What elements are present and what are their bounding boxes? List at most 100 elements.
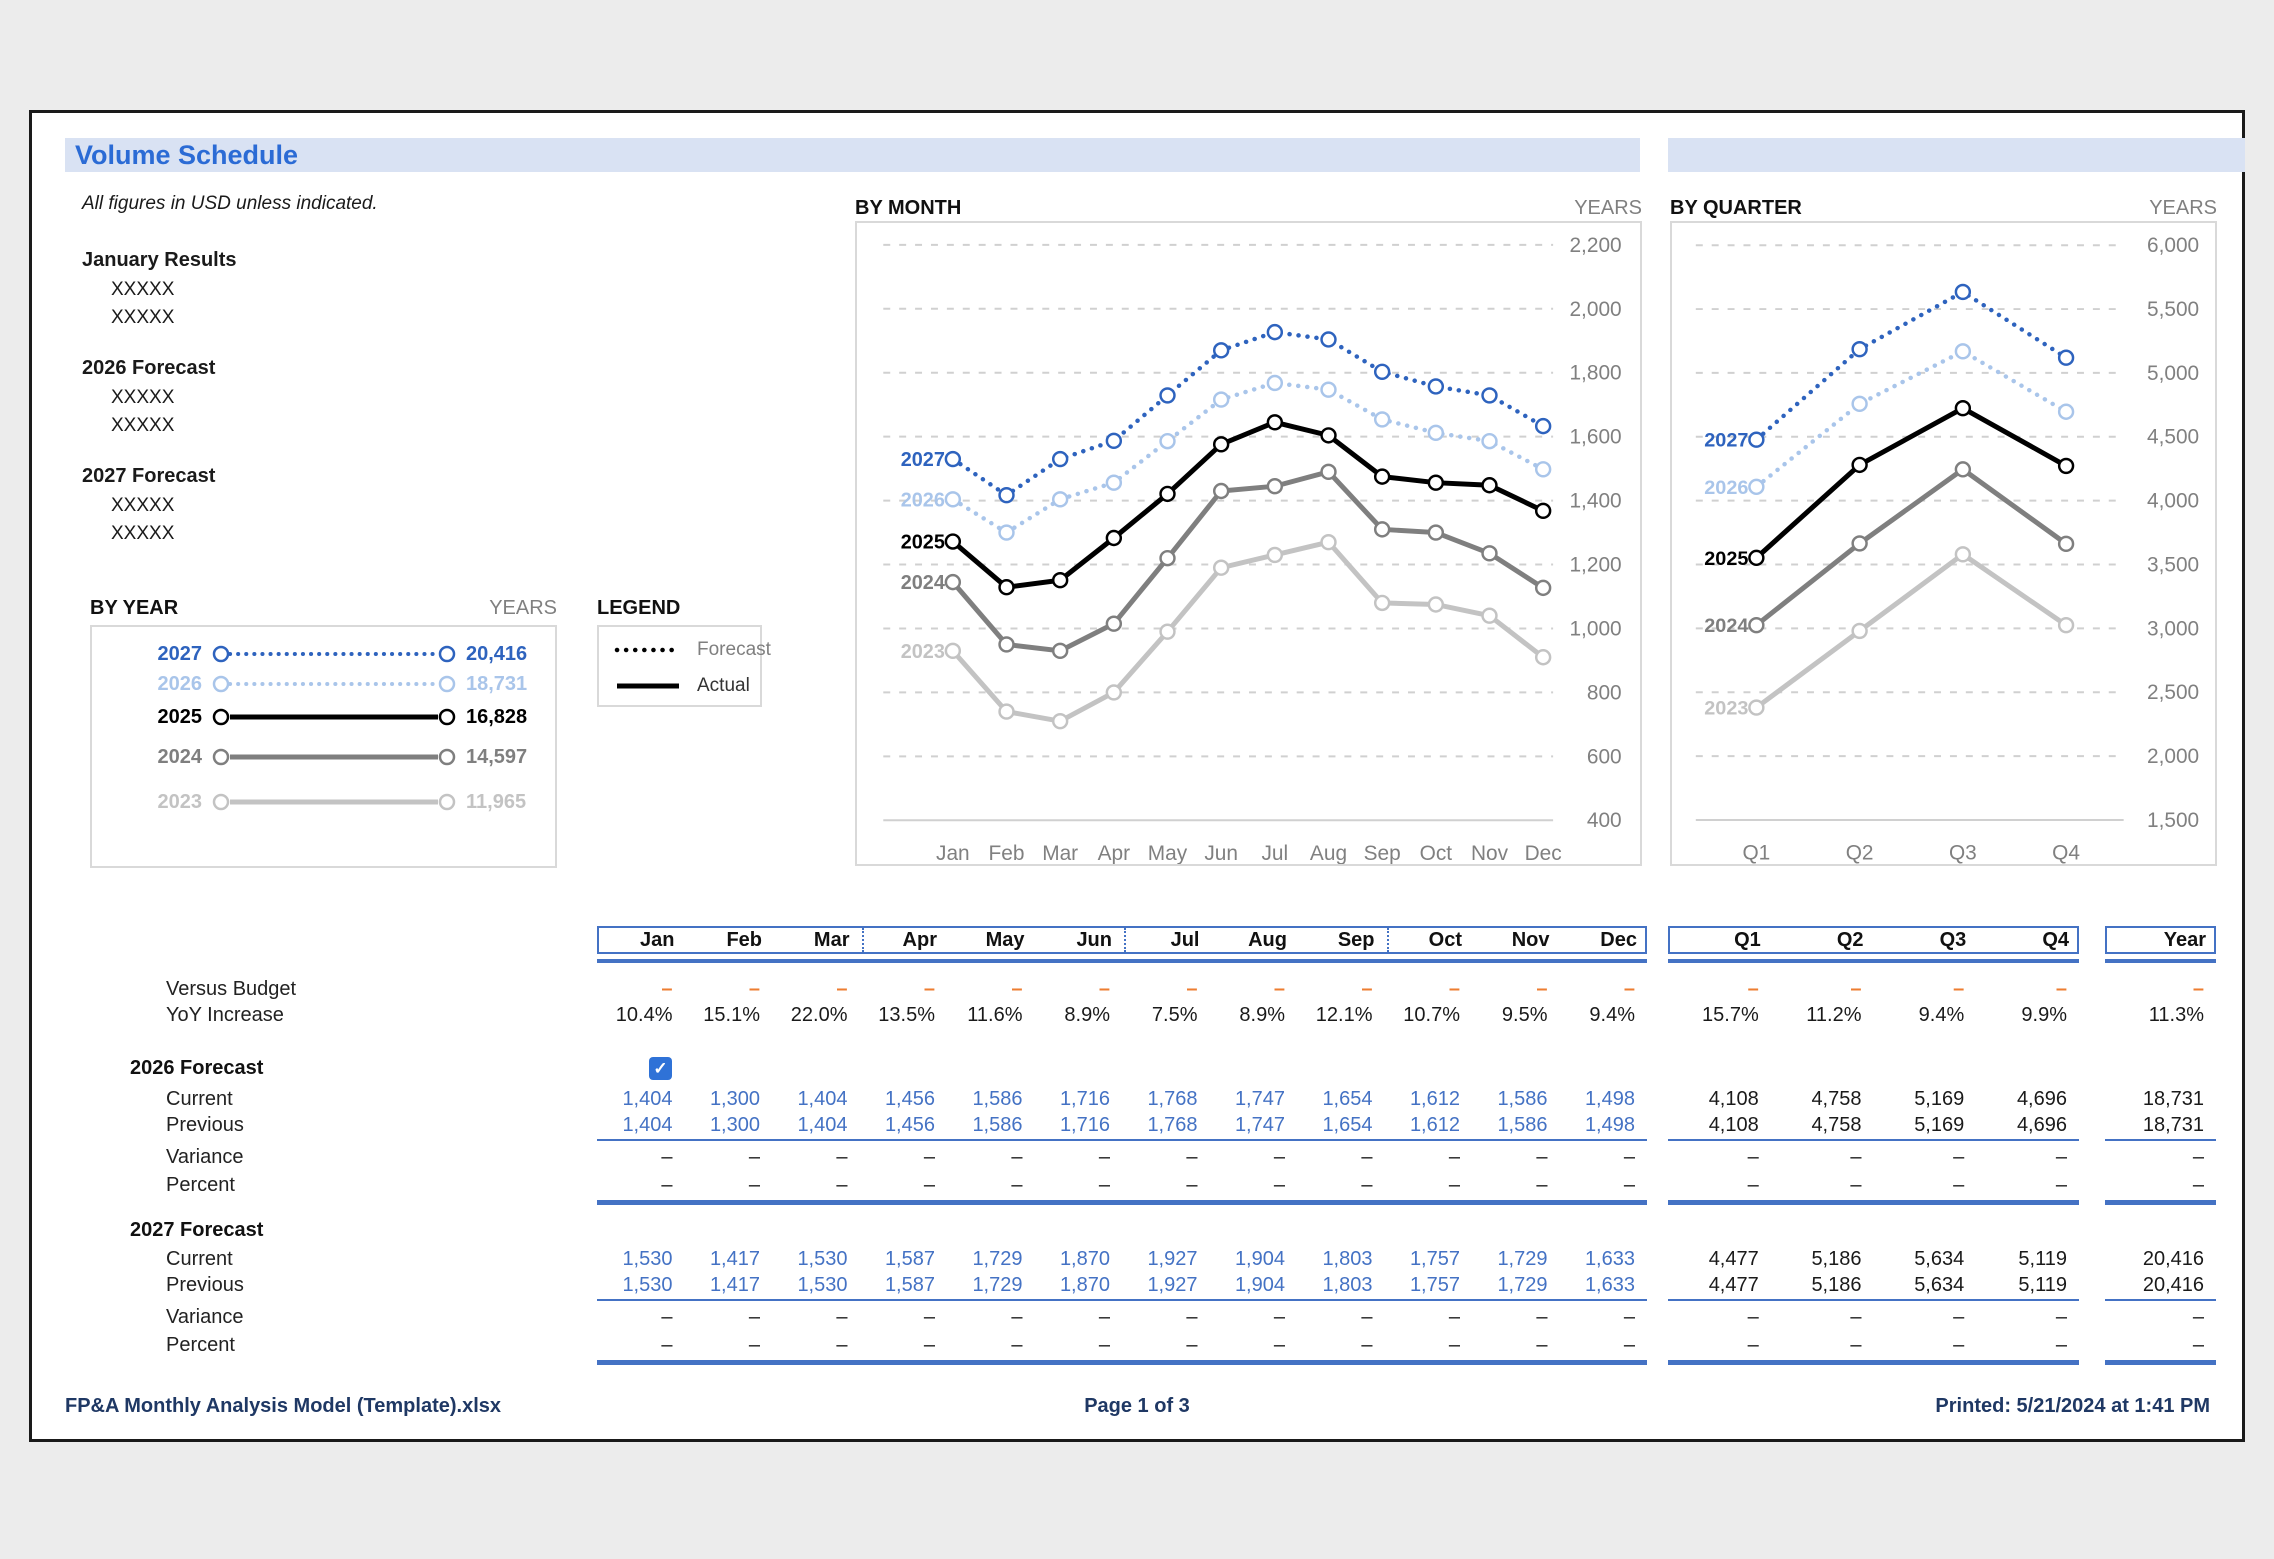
table-header-row: Jan Feb Mar Apr May Jun Jul Aug Sep Oct Nov Dec xyxy=(597,926,1647,954)
table-header-mar: Mar xyxy=(813,929,850,951)
by-year-total-value: 16,828 xyxy=(466,706,528,728)
svg-text:4,500: 4,500 xyxy=(2147,426,2199,449)
table-cell: – xyxy=(1098,978,1110,1000)
table-cell: – xyxy=(923,1174,935,1196)
table-header-year: Year xyxy=(2163,929,2206,951)
section-heading-2027-forecast: 2027 Forecast xyxy=(82,465,216,487)
table-cell: – xyxy=(1536,978,1548,1000)
table-cell: – xyxy=(1747,1146,1759,1168)
table-cell: – xyxy=(748,1334,760,1356)
by-year-line-icon xyxy=(212,675,456,693)
table-cell: – xyxy=(748,978,760,1000)
by-year-series-label: 2027 xyxy=(157,643,203,665)
table-cell: – xyxy=(661,978,673,1000)
placeholder-line: XXXXX xyxy=(111,307,175,328)
table-cell: 1,927 xyxy=(1147,1248,1198,1270)
by-year-line-icon xyxy=(212,748,456,766)
by-year-header: BY YEAR YEARS xyxy=(90,597,557,621)
by-month-chart: 400 600 800 1,000 1,200 1,400 1,600 1,800 2,000 2… xyxy=(855,221,1642,866)
by-quarter-header: BY QUARTER YEARS xyxy=(1670,197,2217,221)
section-heading-2026-forecast: 2026 Forecast xyxy=(82,357,216,379)
table-row-2026-forecast-previous: 4,108 4,758 5,169 4,696 xyxy=(1668,1112,2079,1138)
table-header-q4: Q4 xyxy=(2042,929,2069,951)
table-cell: 1,530 xyxy=(622,1248,673,1270)
table-cell: 1,417 xyxy=(709,1274,760,1296)
svg-text:Q4: Q4 xyxy=(2052,842,2080,864)
table-row-2027-forecast-current: 20,416 xyxy=(2105,1246,2216,1272)
by-year-line-2024 xyxy=(210,744,460,775)
legend-actual-label: Actual xyxy=(697,675,750,696)
svg-text:Q1: Q1 xyxy=(1742,842,1770,864)
row-label-yoy-increase: YoY Increase xyxy=(166,1004,284,1026)
svg-text:2025: 2025 xyxy=(1704,548,1748,570)
svg-text:2,500: 2,500 xyxy=(2147,681,2199,704)
table-cell: 1,633 xyxy=(1584,1248,1635,1270)
table-cell: 4,696 xyxy=(2016,1114,2067,1136)
table-cell: 1,904 xyxy=(1234,1274,1285,1296)
by-year-series-label: 2025 xyxy=(157,706,203,728)
table-cell: – xyxy=(1098,1306,1110,1328)
table-cell: – xyxy=(1273,1174,1285,1196)
svg-text:Jul: Jul xyxy=(1261,842,1288,864)
svg-text:Mar: Mar xyxy=(1042,842,1078,864)
table-cell: 20,416 xyxy=(2142,1274,2204,1296)
group-bottom-line xyxy=(597,1200,1647,1205)
table-cell: – xyxy=(1273,978,1285,1000)
table-cell: 11.3% xyxy=(2148,1004,2204,1026)
table-cell: 18,731 xyxy=(2142,1088,2204,1110)
by-year-total-value: 14,597 xyxy=(466,746,528,768)
table-cell: 22.0% xyxy=(790,1004,848,1026)
table-cell: – xyxy=(2192,1146,2204,1168)
table-cell: – xyxy=(1011,1146,1023,1168)
table-cell: – xyxy=(748,1306,760,1328)
table-cell: – xyxy=(1186,1146,1198,1168)
table-cell: 15.7% xyxy=(1702,1004,1759,1026)
svg-text:Sep: Sep xyxy=(1364,842,1401,864)
by-year-row-2027: 2027 20,416 xyxy=(92,641,555,667)
table-cell: – xyxy=(1186,1306,1198,1328)
svg-text:3,500: 3,500 xyxy=(2147,553,2199,576)
table-cell: 1,586 xyxy=(1497,1114,1548,1136)
table-year-column: Year – 11.3% 18,731 18,731 – – 20,416 20,416 – – xyxy=(2105,926,2216,1371)
group-bottom-line xyxy=(1668,1200,2079,1205)
table-row-2026-forecast-percent: – xyxy=(2105,1172,2216,1198)
table-cell: – xyxy=(2055,978,2067,1000)
table-cell: 5,119 xyxy=(2018,1248,2067,1270)
by-year-line-2027 xyxy=(210,641,460,672)
table-row-2026-forecast-previous: 18,731 xyxy=(2105,1112,2216,1138)
table-cell: 18,731 xyxy=(2142,1114,2204,1136)
table-cell: 1,612 xyxy=(1409,1088,1460,1110)
svg-text:2024: 2024 xyxy=(1704,615,1748,637)
table-cell: 1,417 xyxy=(709,1248,760,1270)
table-cell: – xyxy=(1098,1146,1110,1168)
table-cell: – xyxy=(661,1174,673,1196)
by-year-line-2023 xyxy=(210,789,460,820)
svg-text:400: 400 xyxy=(1587,809,1622,832)
table-cell: 1,716 xyxy=(1059,1088,1110,1110)
table-cell: 1,456 xyxy=(884,1088,935,1110)
table-cell: – xyxy=(923,1306,935,1328)
svg-text:Nov: Nov xyxy=(1471,842,1509,864)
svg-text:3,000: 3,000 xyxy=(2147,617,2199,640)
table-cell: – xyxy=(2055,1174,2067,1196)
table-cell: – xyxy=(1098,1334,1110,1356)
by-month-title: BY MONTH xyxy=(855,197,962,219)
group-bottom-line xyxy=(2105,1200,2216,1205)
group-divider-line xyxy=(1668,1299,2079,1301)
table-cell: 1,870 xyxy=(1059,1248,1110,1270)
table-cell: – xyxy=(1850,1334,1862,1356)
svg-text:2026: 2026 xyxy=(1704,477,1748,499)
table-cell: – xyxy=(1536,1146,1548,1168)
table-row-2027-forecast-previous: 20,416 xyxy=(2105,1272,2216,1298)
top-right-accent-bar xyxy=(1668,138,2245,172)
table-cell: 1,404 xyxy=(622,1114,673,1136)
table-row-2026-forecast-variance: – – – – – – – – – – – – xyxy=(597,1144,1647,1170)
by-year-series-label: 2024 xyxy=(157,746,203,768)
by-year-series-label: 2026 xyxy=(157,673,203,695)
table-cell: 5,186 xyxy=(1811,1248,1862,1270)
table-row-2027-forecast-current: 4,477 5,186 5,634 5,119 xyxy=(1668,1246,2079,1272)
table-cell: – xyxy=(1011,1174,1023,1196)
by-year-row-2024: 2024 14,597 xyxy=(92,744,555,770)
forecast-2026-forecast-checkbox[interactable]: ✓ xyxy=(649,1057,672,1080)
table-cell: 4,758 xyxy=(1811,1088,1862,1110)
